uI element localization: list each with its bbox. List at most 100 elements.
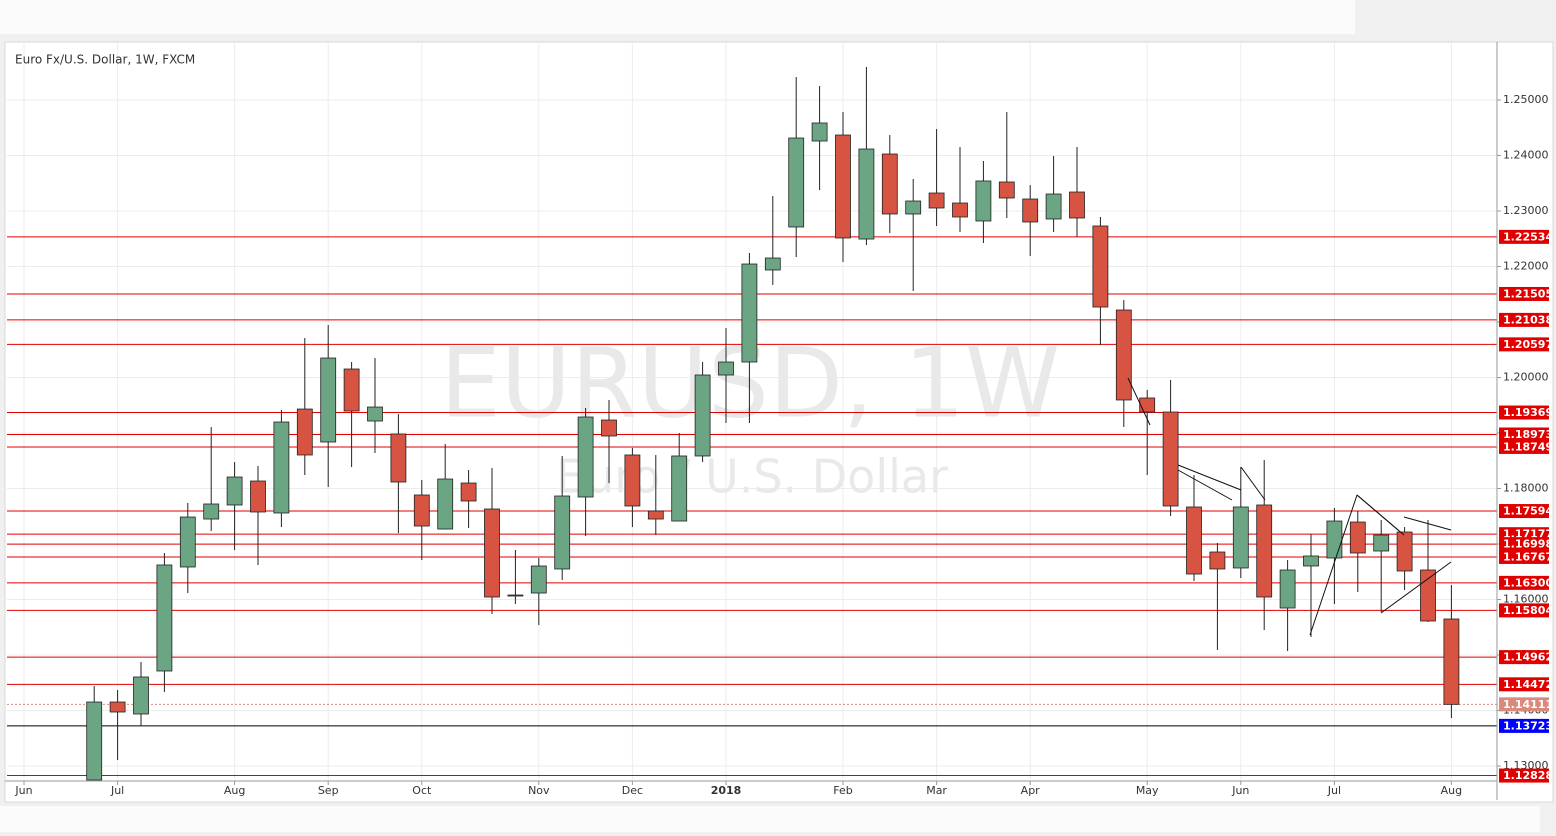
candle-body xyxy=(250,480,266,513)
level-label-box xyxy=(1499,229,1549,244)
candle-body xyxy=(179,516,196,568)
y-tick-label: 1.18000 xyxy=(1503,482,1549,495)
candle-body xyxy=(343,368,360,412)
candle-body xyxy=(998,181,1015,199)
level-label-box xyxy=(1499,405,1549,420)
candle-body xyxy=(764,257,781,271)
level-label-box xyxy=(1499,337,1549,352)
candle-body xyxy=(647,510,664,520)
candle-body xyxy=(1139,397,1156,413)
candle-body xyxy=(881,153,898,215)
trendlines xyxy=(1127,377,1452,636)
level-label: 1.21038 xyxy=(1503,313,1553,326)
level-label: 1.17594 xyxy=(1503,505,1553,518)
level-label-box xyxy=(1499,504,1549,519)
candle-body xyxy=(741,263,758,363)
level-label: 1.12828 xyxy=(1503,769,1553,782)
candle-body xyxy=(671,455,688,522)
candle-body xyxy=(367,406,383,422)
x-tick-label: Aug xyxy=(1441,784,1462,797)
y-tick-label: 1.16000 xyxy=(1503,593,1549,606)
candle-body xyxy=(203,503,220,520)
candle-body xyxy=(1162,411,1179,507)
level-label: 1.16300 xyxy=(1503,576,1553,589)
level-label-box xyxy=(1499,549,1549,564)
candle-body xyxy=(1209,551,1226,570)
candle-body xyxy=(320,357,337,443)
candle-body xyxy=(1092,225,1109,308)
candle-body xyxy=(1349,521,1366,554)
candle-body xyxy=(1373,534,1390,552)
candle-body xyxy=(1045,193,1062,220)
level-label-box xyxy=(1499,575,1549,590)
level-label-box xyxy=(1499,427,1549,442)
candle-body xyxy=(413,494,430,527)
x-tick-label: Apr xyxy=(1021,784,1041,797)
candle-body xyxy=(1186,506,1202,575)
candle-body xyxy=(86,701,103,781)
level-label: 1.14962 xyxy=(1503,651,1553,664)
candle-body xyxy=(811,122,828,142)
level-label: 1.16998 xyxy=(1503,538,1553,551)
x-tick-label: Sep xyxy=(318,784,339,797)
chart-title: Euro Fx/U.S. Dollar, 1W, FXCM xyxy=(15,53,195,67)
level-label: 1.20597 xyxy=(1503,338,1553,351)
candle-body xyxy=(460,482,477,502)
candle-body xyxy=(226,476,243,506)
candle-body xyxy=(484,508,500,598)
level-label: 1.13723 xyxy=(1503,719,1553,732)
x-tick-label: Nov xyxy=(528,784,550,797)
x-tick-label: Jul xyxy=(110,784,124,797)
level-label-box xyxy=(1499,439,1549,454)
x-tick-label: Oct xyxy=(412,784,432,797)
candle-body xyxy=(928,192,945,209)
level-label: 1.16767 xyxy=(1503,550,1553,563)
y-tick-label: 1.25000 xyxy=(1503,93,1549,106)
candle-body xyxy=(601,419,617,437)
y-tick-label: 1.24000 xyxy=(1503,149,1549,162)
candle-body xyxy=(1232,506,1249,569)
x-tick-label: Jun xyxy=(14,784,32,797)
candle-body xyxy=(437,478,454,530)
candle-body xyxy=(1069,191,1085,219)
trendline xyxy=(1177,469,1233,501)
candle-body xyxy=(858,148,875,240)
candle-body xyxy=(1326,520,1343,559)
level-label: 1.14111 xyxy=(1503,698,1553,711)
trendline xyxy=(1356,494,1399,531)
axes: 1.130001.140001.150001.160001.170001.180… xyxy=(14,93,1553,797)
watermark-subtitle: Euro / U.S. Dollar xyxy=(556,450,948,504)
candle-body xyxy=(1279,569,1296,609)
level-label-box xyxy=(1499,603,1549,618)
x-tick-label: May xyxy=(1136,784,1159,797)
candle-body xyxy=(133,676,149,715)
candle-body xyxy=(273,421,290,514)
trendline xyxy=(1240,466,1266,501)
x-tick-label: Mar xyxy=(926,784,947,797)
level-label-box xyxy=(1499,537,1549,552)
candle-body xyxy=(109,701,126,713)
x-tick-label: Feb xyxy=(833,784,852,797)
candle-body xyxy=(1022,198,1039,223)
candle-body xyxy=(1396,531,1413,572)
y-tick-label: 1.20000 xyxy=(1503,371,1549,384)
candle-body xyxy=(975,180,992,222)
candle-body xyxy=(1420,569,1436,622)
x-tick-label: Aug xyxy=(224,784,245,797)
candle-body xyxy=(530,565,547,594)
candle-body xyxy=(718,361,734,376)
level-label-box xyxy=(1499,312,1549,327)
candle-body xyxy=(905,200,922,215)
level-label-box xyxy=(1499,718,1549,733)
x-tick-label: Jun xyxy=(1231,784,1249,797)
candle-body xyxy=(624,454,641,507)
level-label-box xyxy=(1499,677,1549,692)
level-label-box xyxy=(1499,768,1549,783)
x-tick-label: 2018 xyxy=(711,784,742,797)
level-label-box xyxy=(1499,286,1549,301)
bottom-bar xyxy=(0,806,1540,832)
level-label: 1.19369 xyxy=(1503,406,1553,419)
candle-body xyxy=(1303,555,1319,567)
